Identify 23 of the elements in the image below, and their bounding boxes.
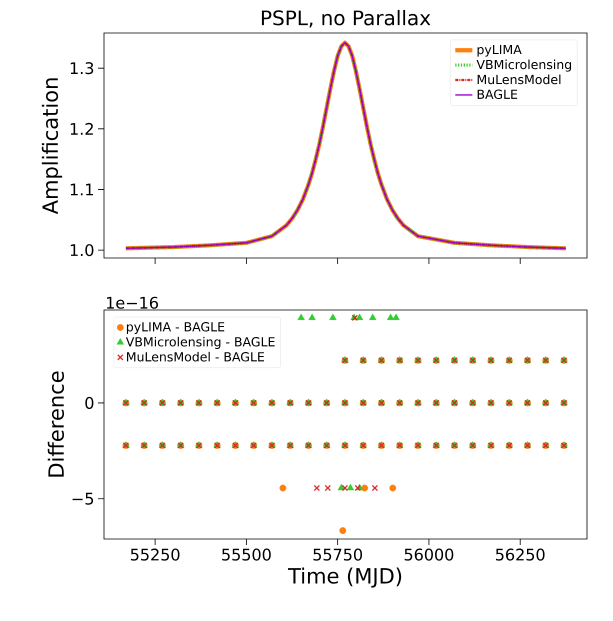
- x-tick-label: 56000: [404, 548, 454, 561]
- y-tick-label: 1.1: [70, 184, 93, 196]
- y-tick-label: 0: [85, 396, 94, 409]
- y-tick-label: 1.3: [70, 62, 94, 74]
- x-tick-label: 55250: [130, 548, 180, 561]
- y-axis-title: Difference: [48, 371, 64, 477]
- legend-label: BAGLE: [478, 90, 518, 99]
- legend-label: pyLIMA - BAGLE: [126, 322, 224, 334]
- x-tick-label: 56250: [496, 548, 545, 561]
- y-axis-title: Amplification: [42, 78, 62, 214]
- y-tick-label: −5: [72, 492, 94, 505]
- legend-label: VBMicrolensing - BAGLE: [126, 336, 275, 349]
- legend-label: VBMicrolensing: [476, 60, 572, 72]
- y-tick-label: 1.0: [70, 244, 94, 256]
- x-tick-label: 55750: [313, 548, 362, 561]
- text: 1e−16: [106, 296, 158, 309]
- legend-label: MuLensModel - BAGLE: [127, 352, 264, 362]
- legend-label: pyLIMA: [478, 44, 522, 57]
- x-tick-label: 55500: [222, 548, 271, 561]
- x-axis-title: Time (MJD): [288, 568, 402, 588]
- legend-label: MuLensModel: [478, 74, 560, 84]
- chart-title: PSPL, no Parallax: [262, 10, 430, 28]
- y-tick-label: 1.2: [70, 122, 93, 135]
